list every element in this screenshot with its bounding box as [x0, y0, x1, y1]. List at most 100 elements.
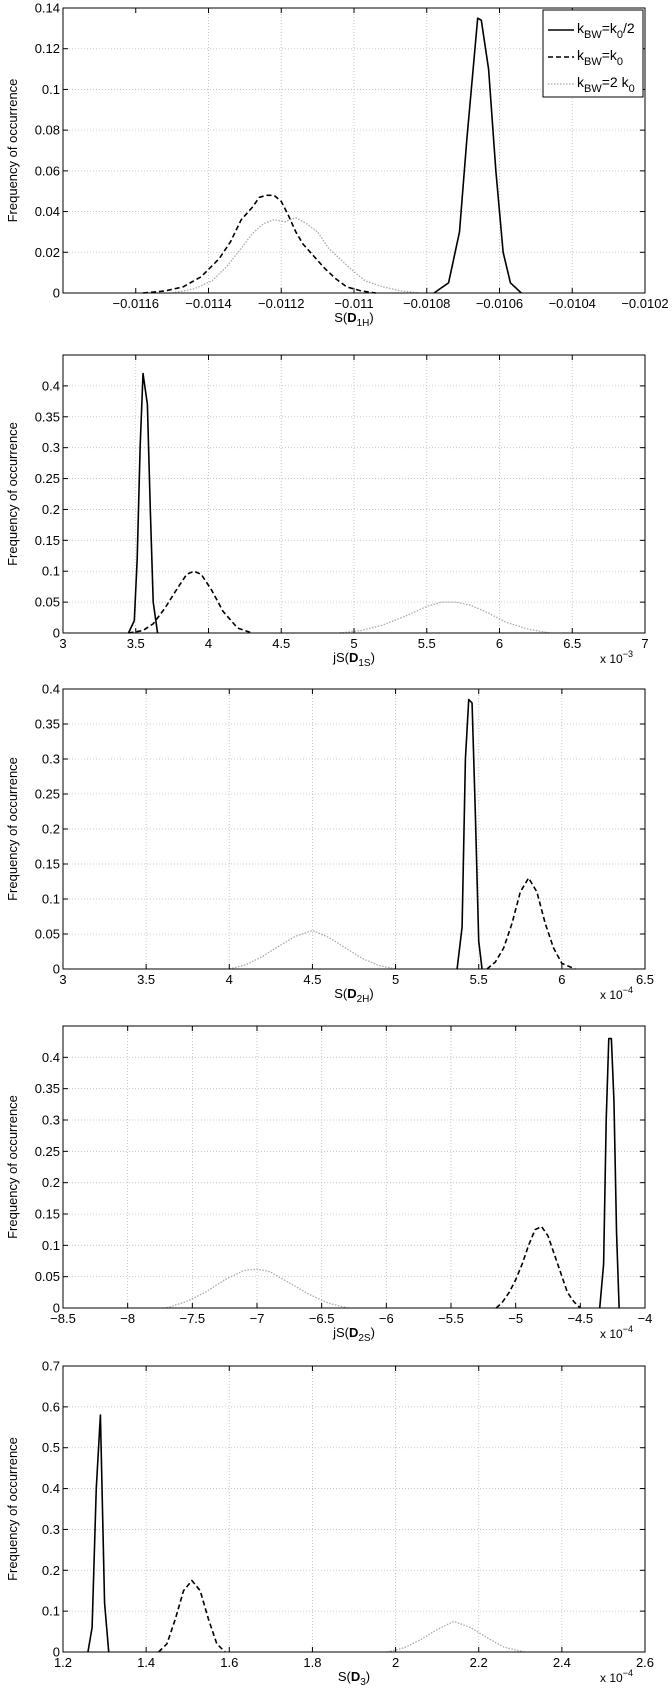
x-tick-label: −4 [638, 1311, 653, 1326]
y-tick-label: 0.12 [35, 41, 60, 56]
series-line-dotted [172, 217, 420, 294]
chart-panel-4: −8.5 −8 −7.5 −7 −6.5 −6 −5.5 −5 −4.5 −4 0 0.05 0.1 0.… [5, 1025, 653, 1344]
x-tick-label: −0.011 [334, 296, 373, 311]
x-axis-label-suffix: ) [369, 310, 373, 325]
x-tick-label: −0.0106 [476, 296, 523, 311]
y-tick-label: 0.3 [42, 752, 60, 767]
x-tick-label: −8.5 [50, 1311, 76, 1326]
y-axis-label: Frequency of occurrence [5, 1095, 20, 1239]
x-axis-exponent: x 10−4 [600, 1668, 633, 1685]
x-tick-label: 1.2 [54, 1655, 72, 1670]
legend-entry-part: 0 [617, 29, 623, 41]
x-tick-label: 1.4 [137, 1655, 155, 1670]
y-axis-label: Frequency of occurrence [5, 422, 20, 566]
y-tick-label: 0.14 [35, 1, 60, 16]
y-tick-label: 0.04 [35, 204, 60, 219]
y-tick-label: 0.1 [42, 1238, 60, 1253]
y-tick-label: 0.15 [35, 857, 60, 872]
x-axis-label: jS(D2S) [332, 1325, 375, 1344]
x-tick-label: 6.5 [563, 636, 581, 651]
x-axis-exponent-power: −3 [623, 649, 633, 659]
y-tick-label: 0.05 [35, 927, 60, 942]
x-axis-label-symbol: D [349, 650, 358, 665]
series-line-solid [87, 1414, 110, 1653]
x-tick-label: −0.0104 [549, 296, 596, 311]
y-tick-label: 0.02 [35, 245, 60, 260]
y-tick-label: 0.15 [35, 533, 60, 548]
y-tick-label: 0 [53, 1301, 60, 1316]
x-tick-label: −0.0116 [113, 296, 159, 311]
y-tick-label: 0.4 [42, 1050, 60, 1065]
series-line-dotted [387, 1620, 525, 1653]
y-tick-label: 0.4 [42, 1481, 60, 1496]
x-tick-label: 2.6 [636, 1655, 654, 1670]
legend-entry-part: k [577, 74, 585, 90]
series-line-solid [127, 372, 159, 634]
x-tick-label: −6 [379, 1311, 394, 1326]
y-tick-label: 0.2 [42, 502, 60, 517]
x-axis-exponent-power: −4 [623, 1324, 633, 1334]
x-tick-label: −6.5 [309, 1311, 335, 1326]
x-axis-label-subscript: 1H [357, 318, 370, 329]
chart-panel-3: 3 3.5 4 4.5 5 5.5 6 6.5 0 0.05 0.1 0.15 0.2 0.25 0.3 0.… [5, 682, 654, 1006]
x-axis-label-symbol: D [349, 1325, 358, 1340]
x-tick-label: 4 [205, 636, 212, 651]
y-tick-label: 0.05 [35, 595, 60, 610]
x-tick-label: −8 [120, 1311, 135, 1326]
y-tick-label: 0.2 [42, 1175, 60, 1190]
x-axis-label-suffix: ) [371, 650, 375, 665]
x-tick-label: 4.5 [272, 636, 290, 651]
x-axis-label-symbol: D [351, 1669, 360, 1684]
legend-entry-part: 0 [629, 83, 635, 95]
series-line-dotted [229, 929, 396, 970]
x-tick-label: −4.5 [567, 1311, 593, 1326]
x-tick-label: 2.4 [553, 1655, 571, 1670]
legend-entry-part: k [577, 47, 585, 63]
legend-entry-part: /2 [623, 20, 635, 36]
x-axis-label-prefix: jS( [332, 1325, 350, 1340]
y-tick-label: 0.15 [35, 1207, 60, 1222]
y-tick-label: 0.05 [35, 1269, 60, 1284]
y-tick-label: 0 [53, 626, 60, 641]
x-axis-label: S(D2H) [334, 986, 374, 1005]
legend-entry-part: BW [584, 29, 602, 41]
x-axis-exponent: x 10−4 [600, 985, 633, 1002]
y-tick-label: 0.2 [42, 822, 60, 837]
chart-panel-2: 3 3.5 4 4.5 5 5.5 6 6.5 7 0 0.05 0.1 0.15 0.2 0.25 0.3 0… [5, 354, 649, 669]
series-line-dashed [158, 1579, 226, 1653]
series-line-solid [433, 17, 522, 294]
legend-entry-part: k [577, 20, 585, 36]
y-tick-label: 0.25 [35, 471, 60, 486]
y-tick-label: 0.3 [42, 1113, 60, 1128]
x-tick-label: 1.6 [220, 1655, 238, 1670]
y-tick-label: 0.3 [42, 1522, 60, 1537]
x-axis-label-suffix: ) [366, 1669, 370, 1684]
legend-entry: kBW=k0 [577, 47, 623, 68]
plot-frame [62, 1365, 646, 1653]
x-axis-exponent: x 10−4 [600, 1324, 633, 1341]
x-axis-label-suffix: ) [369, 986, 373, 1001]
legend-entry-part: BW [584, 83, 602, 95]
x-tick-label: 4.5 [303, 972, 321, 987]
legend-box [542, 9, 644, 98]
y-tick-label: 0.4 [42, 682, 60, 697]
chart-panel-1: −0.0116 −0.0114 −0.0112 −0.011 −0.0108 −0.010… [5, 1, 669, 330]
x-axis-label-prefix: jS( [332, 650, 350, 665]
x-tick-label: −0.0102 [621, 296, 668, 311]
x-tick-label: 7 [641, 636, 648, 651]
y-tick-label: 0.35 [35, 409, 60, 424]
y-tick-label: 0.1 [42, 1604, 60, 1619]
plot-frame [62, 1025, 646, 1309]
chart-panel-5: 1.2 1.4 1.6 1.8 2 2.2 2.4 2.6 0 0.1 0.2 0.3 0.4 0.5 0.… [5, 1359, 654, 1689]
x-axis-label-prefix: S( [338, 1669, 352, 1684]
x-axis-label-subscript: 1S [358, 658, 371, 669]
x-tick-label: −5 [508, 1311, 523, 1326]
x-axis-exponent: x 10−3 [600, 649, 633, 666]
x-axis-label-subscript: 2H [357, 994, 370, 1005]
x-tick-label: 2.2 [470, 1655, 488, 1670]
x-axis-label: jS(D1S) [332, 650, 375, 669]
x-axis-exponent-power: −4 [623, 1668, 633, 1678]
x-tick-label: 5.5 [418, 636, 436, 651]
